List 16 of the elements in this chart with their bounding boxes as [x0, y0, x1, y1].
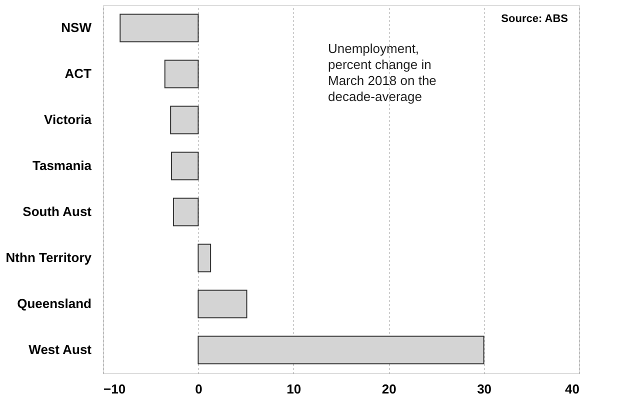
x-tick-label: 30: [477, 382, 492, 396]
x-tick-label: 0: [195, 382, 202, 396]
y-tick-label: Victoria: [44, 112, 92, 127]
x-tick-label: 10: [286, 382, 302, 396]
y-tick-label: Nthn Territory: [6, 250, 92, 265]
y-tick-label: Queensland: [17, 296, 92, 311]
annotation: Unemployment, percent change in March 2018 on the decade-average: [328, 41, 436, 104]
y-tick-label: Tasmania: [32, 158, 92, 173]
x-tick-label: 20: [382, 382, 396, 396]
y-tick-label: South Aust: [22, 204, 92, 219]
x-tick-label: −10: [104, 382, 126, 396]
y-tick-label: ACT: [64, 66, 92, 81]
y-tick-label: West Aust: [28, 342, 92, 357]
x-tick-label: 40: [565, 382, 580, 396]
annotation: Source: ABS: [501, 13, 568, 25]
y-tick-label: NSW: [61, 20, 92, 35]
